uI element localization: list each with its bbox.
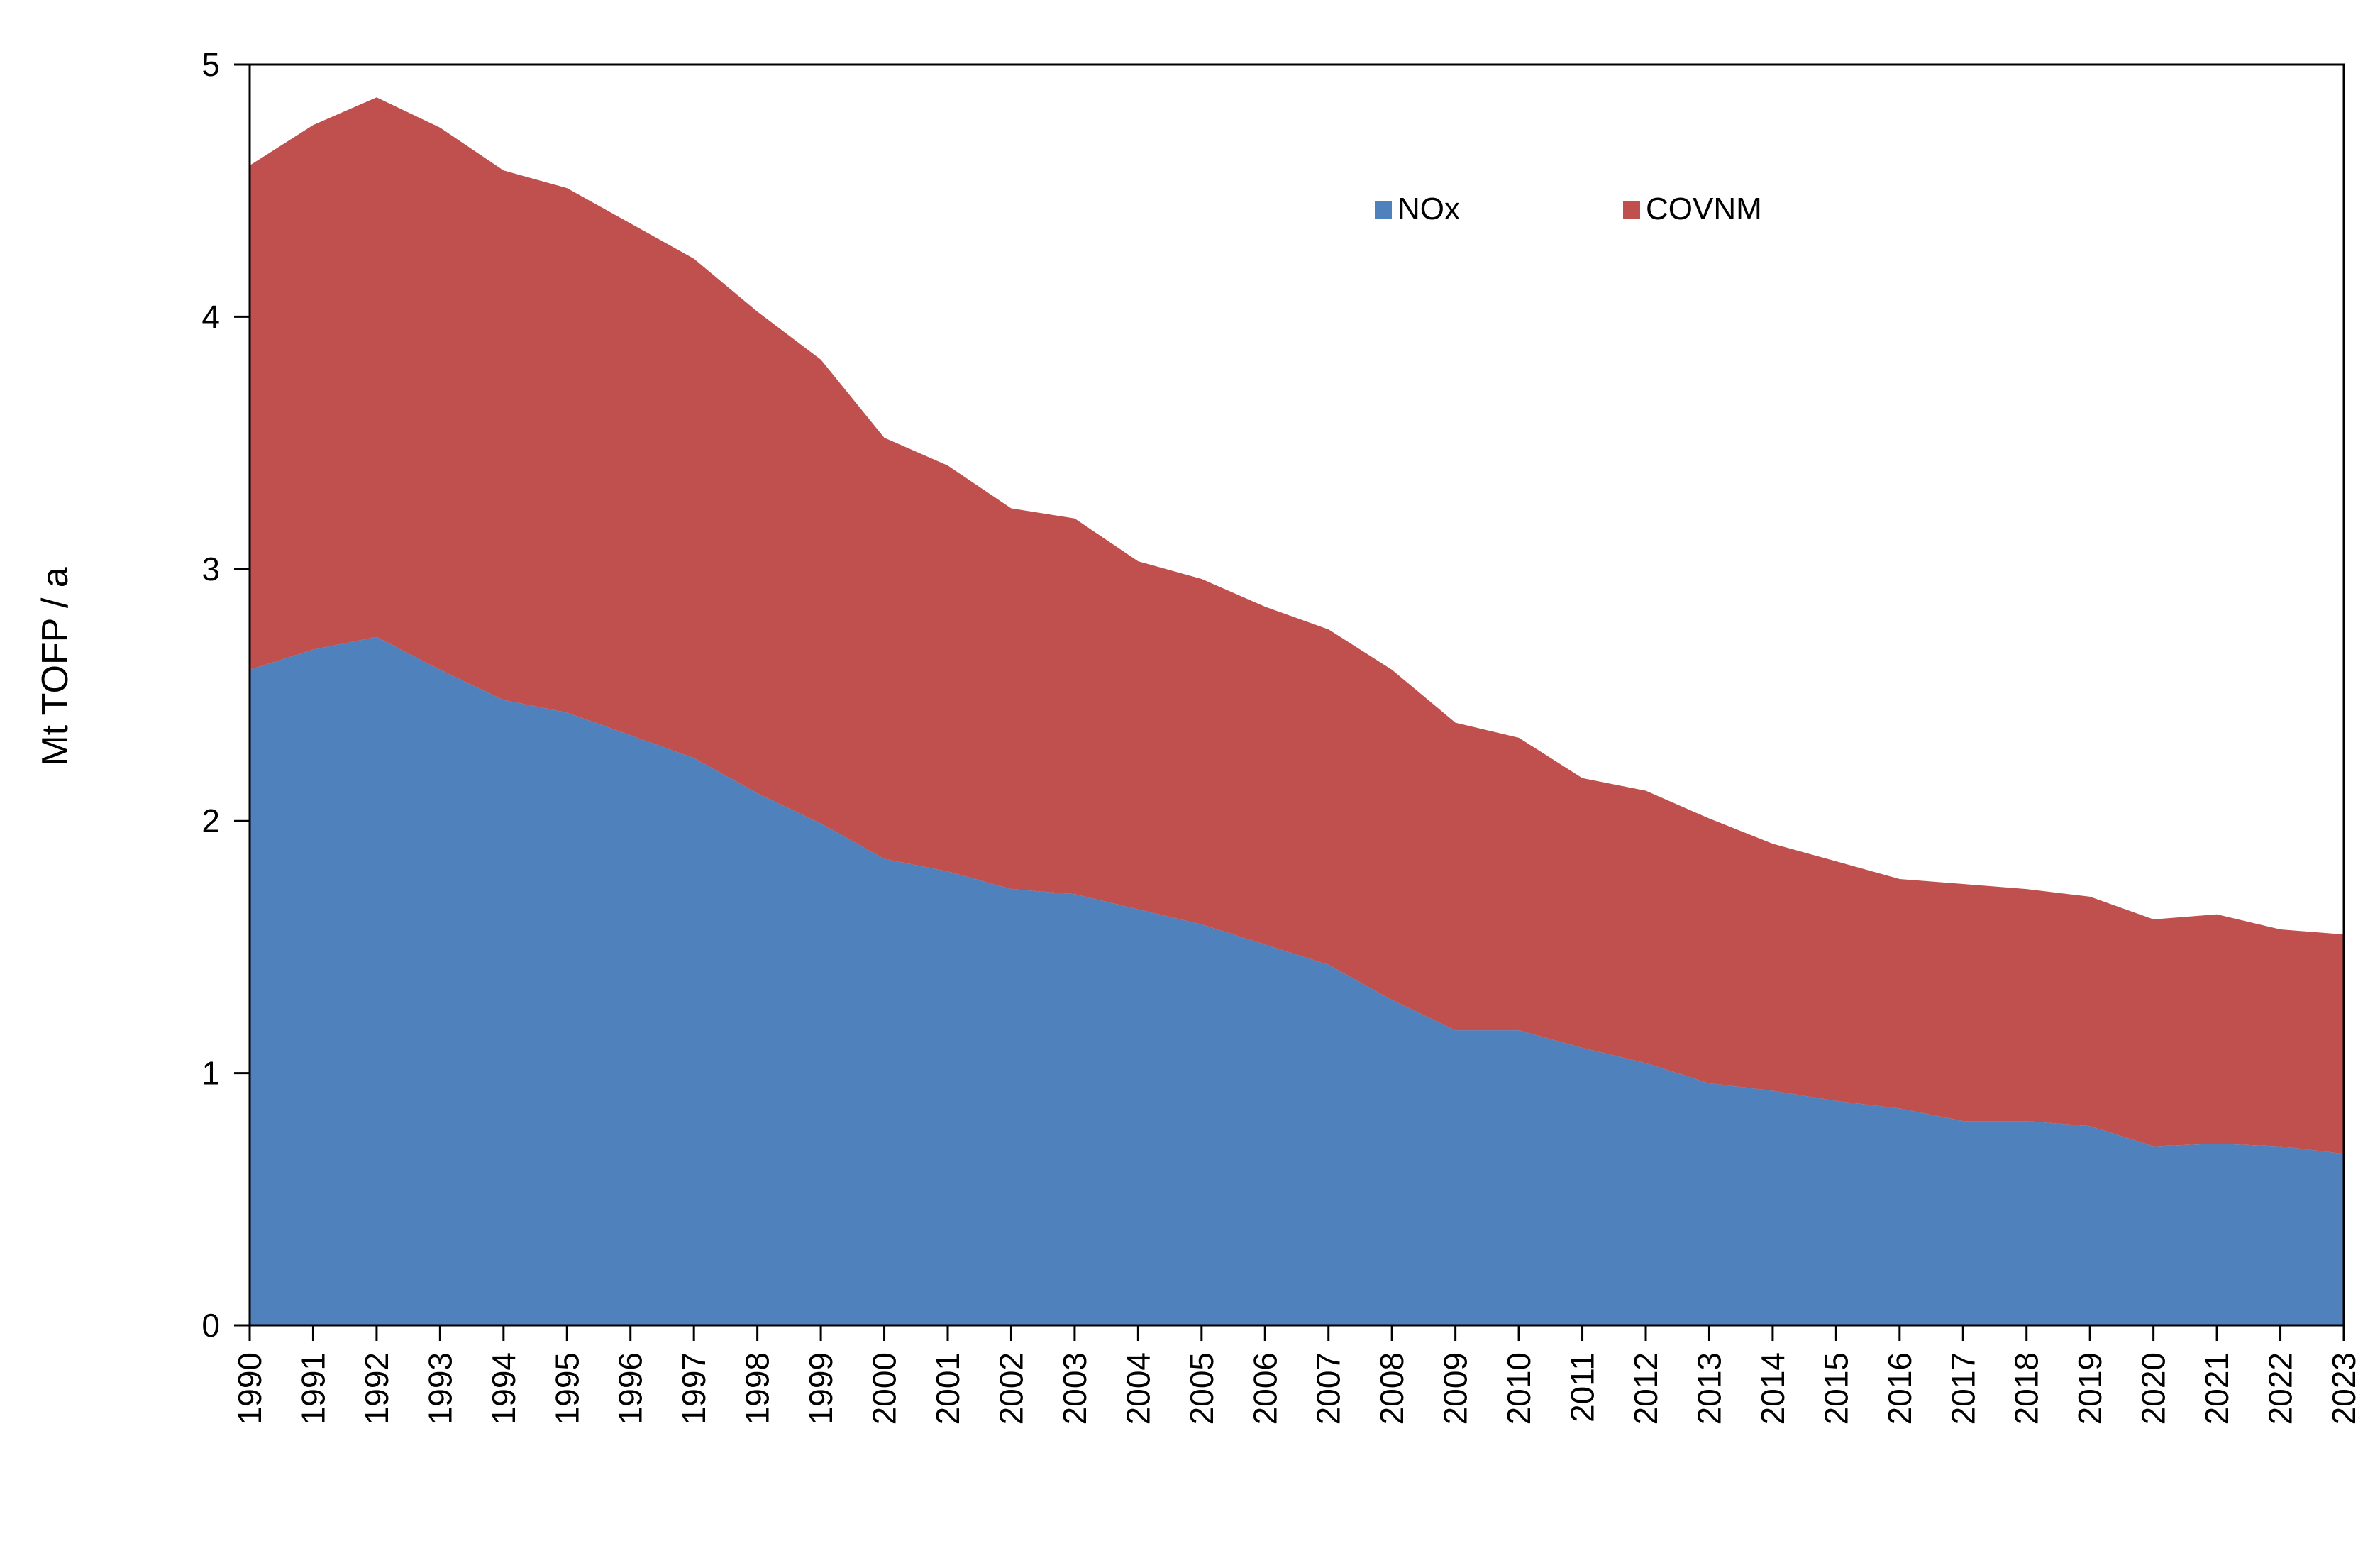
x-tick-label: 2021 (2198, 1352, 2235, 1425)
x-axis: 1990 1991 1992 1993 1994 1995 1996 1997 1998 1999… (231, 1325, 2362, 1425)
x-tick-label: 2018 (2008, 1352, 2045, 1425)
x-tick-label: 2022 (2262, 1352, 2299, 1425)
x-tick-label: 2000 (866, 1352, 903, 1425)
y-axis-label: Mt TOFP / a (35, 567, 76, 766)
y-tick-label: 0 (201, 1307, 220, 1344)
x-tick-label: 2010 (1500, 1352, 1537, 1425)
x-tick-label: 1994 (485, 1352, 522, 1425)
x-tick-label: 2002 (992, 1352, 1029, 1425)
x-tick-label: 2005 (1183, 1352, 1220, 1425)
x-tick-label: 2015 (1817, 1352, 1854, 1425)
legend-label-covnm: COVNM (1646, 192, 1762, 226)
y-tick-label: 1 (201, 1055, 220, 1092)
y-tick-label: 2 (201, 802, 220, 839)
area-series-group (250, 97, 2344, 1325)
x-tick-label: 2013 (1690, 1352, 1727, 1425)
plot-frame (248, 63, 2345, 1327)
x-tick-label: 2004 (1119, 1352, 1156, 1425)
x-tick-label: 2008 (1373, 1352, 1410, 1425)
x-tick-label: 2017 (1944, 1352, 1981, 1425)
x-tick-label: 1999 (802, 1352, 839, 1425)
x-tick-label: 2016 (1881, 1352, 1918, 1425)
x-tick-label: 2003 (1056, 1352, 1093, 1425)
x-tick-label: 2007 (1310, 1352, 1347, 1425)
y-tick-label: 4 (201, 298, 220, 335)
x-tick-label: 2011 (1564, 1352, 1601, 1422)
y-axis: 0 1 2 3 4 5 (201, 46, 250, 1344)
legend: NOx COVNM (1375, 192, 1762, 226)
x-tick-label: 1998 (739, 1352, 776, 1425)
x-tick-label: 2012 (1627, 1352, 1664, 1425)
x-tick-label: 2020 (2135, 1352, 2172, 1425)
x-tick-label: 2001 (929, 1352, 966, 1425)
x-tick-label: 1997 (675, 1352, 712, 1425)
x-tick-label: 2006 (1246, 1352, 1283, 1425)
x-tick-label: 1991 (294, 1352, 331, 1425)
legend-label-nox: NOx (1397, 192, 1460, 226)
area-nox (250, 636, 2344, 1325)
x-tick-label: 2019 (2071, 1352, 2108, 1425)
x-tick-label: 1992 (358, 1352, 395, 1425)
y-tick-label: 3 (201, 551, 220, 587)
x-tick-label: 2009 (1437, 1352, 1474, 1425)
legend-swatch-covnm (1623, 201, 1640, 219)
y-tick-label: 5 (201, 46, 220, 83)
x-tick-label: 2023 (2325, 1352, 2362, 1425)
x-tick-label: 1996 (612, 1352, 649, 1425)
x-tick-label: 2014 (1754, 1352, 1791, 1425)
legend-swatch-nox (1375, 201, 1392, 219)
x-tick-label: 1993 (421, 1352, 458, 1425)
x-tick-label: 1995 (548, 1352, 585, 1425)
area-covnm (250, 97, 2344, 1154)
x-tick-label: 1990 (231, 1352, 268, 1425)
